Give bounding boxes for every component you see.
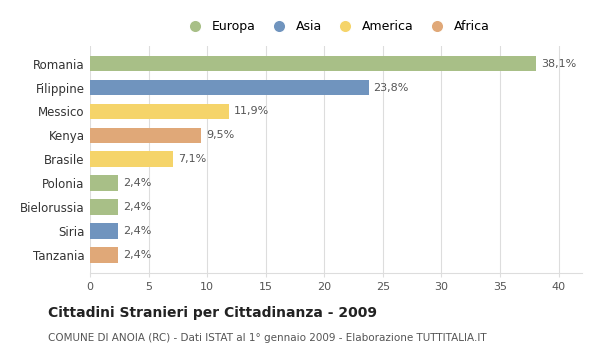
Text: 7,1%: 7,1%	[178, 154, 206, 164]
Bar	[90, 223, 118, 239]
Text: 2,4%: 2,4%	[123, 250, 151, 260]
Text: 23,8%: 23,8%	[373, 83, 409, 92]
Text: 11,9%: 11,9%	[234, 106, 269, 117]
Text: 2,4%: 2,4%	[123, 178, 151, 188]
Bar	[90, 199, 118, 215]
Text: 2,4%: 2,4%	[123, 226, 151, 236]
Bar	[90, 56, 536, 71]
Bar	[90, 175, 118, 191]
Text: 2,4%: 2,4%	[123, 202, 151, 212]
Text: COMUNE DI ANOIA (RC) - Dati ISTAT al 1° gennaio 2009 - Elaborazione TUTTITALIA.I: COMUNE DI ANOIA (RC) - Dati ISTAT al 1° …	[48, 333, 487, 343]
Bar	[90, 127, 201, 143]
Text: 9,5%: 9,5%	[206, 130, 234, 140]
Bar	[90, 152, 173, 167]
Bar	[90, 247, 118, 262]
Legend: Europa, Asia, America, Africa: Europa, Asia, America, Africa	[177, 15, 495, 38]
Text: Cittadini Stranieri per Cittadinanza - 2009: Cittadini Stranieri per Cittadinanza - 2…	[48, 306, 377, 320]
Bar	[90, 80, 369, 95]
Text: 38,1%: 38,1%	[541, 58, 576, 69]
Bar	[90, 104, 229, 119]
